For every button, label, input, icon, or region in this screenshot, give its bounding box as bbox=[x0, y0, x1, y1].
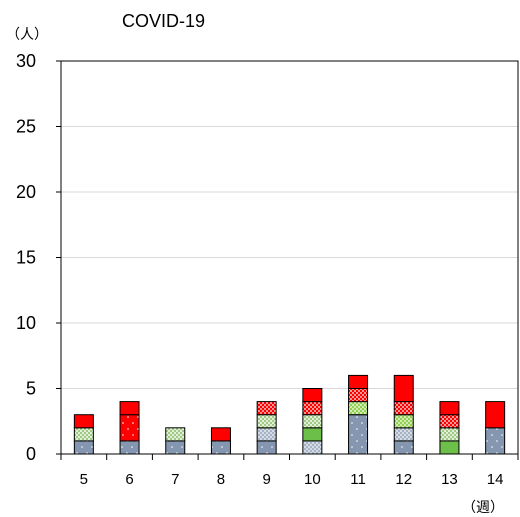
x-tick-labels: 5 6 7 8 9 10 11 12 13 14 bbox=[80, 471, 504, 488]
bar-segment bbox=[73, 427, 94, 442]
bar-segment bbox=[393, 414, 414, 429]
y-tick-label: 25 bbox=[16, 117, 36, 137]
y-tick-label: 20 bbox=[16, 182, 36, 202]
bar-segment bbox=[302, 440, 323, 455]
bar-segment bbox=[485, 427, 506, 455]
bar-segment bbox=[439, 414, 460, 429]
bar-segment bbox=[439, 401, 460, 416]
x-tick-label: 11 bbox=[350, 471, 366, 488]
axes bbox=[56, 60, 519, 460]
x-tick-label: 13 bbox=[441, 471, 458, 488]
bar-segment bbox=[439, 440, 460, 455]
bar-segment bbox=[348, 388, 369, 403]
bar-segment bbox=[256, 440, 277, 455]
chart-title: COVID-19 bbox=[122, 11, 205, 31]
y-tick-label: 10 bbox=[16, 313, 36, 333]
y-tick-label: 0 bbox=[26, 444, 36, 464]
bar-segment bbox=[165, 427, 186, 442]
bar-segment bbox=[119, 440, 140, 455]
bar-segment bbox=[210, 427, 231, 442]
bar-segment bbox=[348, 401, 369, 416]
x-axis-label: （週） bbox=[462, 499, 504, 515]
bar-segment bbox=[302, 401, 323, 416]
y-tick-label: 5 bbox=[26, 379, 36, 399]
x-tick-label: 14 bbox=[487, 471, 504, 488]
bars bbox=[73, 374, 506, 455]
bar-segment bbox=[256, 427, 277, 442]
x-tick-label: 7 bbox=[171, 471, 179, 488]
bar-segment bbox=[302, 414, 323, 429]
y-tick-label: 15 bbox=[16, 248, 36, 268]
bar-segment bbox=[302, 388, 323, 403]
bar-segment bbox=[119, 401, 140, 416]
x-tick-label: 10 bbox=[304, 471, 321, 488]
bar-segment bbox=[165, 440, 186, 455]
x-tick-label: 8 bbox=[217, 471, 225, 488]
x-tick-label: 12 bbox=[395, 471, 412, 488]
y-tick-label: 30 bbox=[16, 51, 36, 71]
bar-segment bbox=[485, 401, 506, 429]
x-tick-label: 9 bbox=[262, 471, 270, 488]
bar-segment bbox=[73, 414, 94, 429]
bar-segment bbox=[439, 427, 460, 442]
bar-segment bbox=[256, 414, 277, 429]
bar-segment bbox=[119, 414, 140, 442]
bar-segment bbox=[393, 401, 414, 416]
x-tick-label: 6 bbox=[125, 471, 133, 488]
bar-segment bbox=[256, 401, 277, 416]
y-tick-labels: 0 5 10 15 20 25 30 bbox=[16, 51, 36, 464]
bar-segment bbox=[393, 427, 414, 442]
bar-segment bbox=[393, 374, 414, 403]
bar-segment bbox=[210, 440, 231, 455]
bar-segment bbox=[73, 440, 94, 455]
bar-segment bbox=[393, 440, 414, 455]
y-axis-label: （人） bbox=[6, 26, 48, 42]
bar-segment bbox=[348, 374, 369, 389]
bar-segment bbox=[302, 427, 323, 442]
bar-segment bbox=[348, 414, 369, 455]
x-tick-label: 5 bbox=[80, 471, 88, 488]
gridlines bbox=[61, 126, 518, 389]
